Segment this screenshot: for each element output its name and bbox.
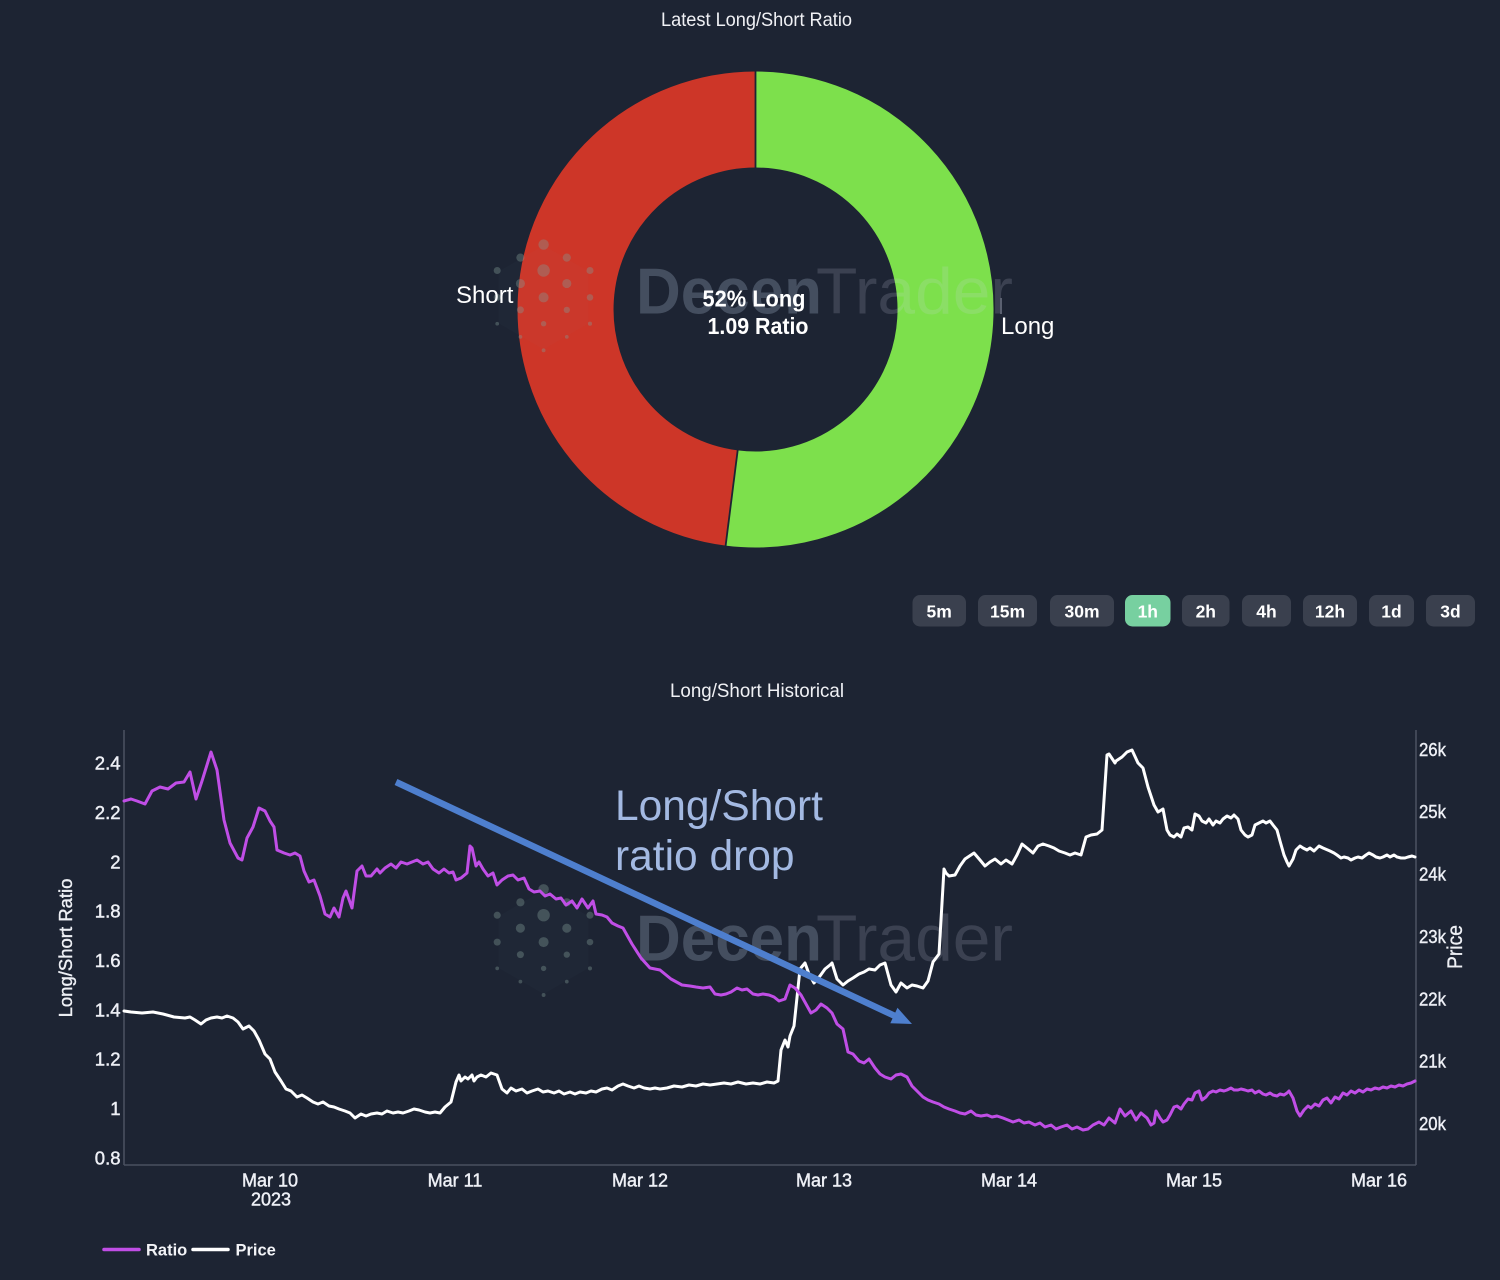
svg-text:26k: 26k — [1419, 740, 1447, 760]
svg-text:1: 1 — [110, 1098, 120, 1119]
svg-text:Short: Short — [456, 282, 514, 309]
svg-text:22k: 22k — [1419, 989, 1447, 1009]
svg-text:Mar 12: Mar 12 — [612, 1171, 668, 1191]
svg-text:20k: 20k — [1419, 1114, 1447, 1134]
svg-text:Price: Price — [236, 1242, 276, 1260]
svg-text:23k: 23k — [1419, 927, 1447, 947]
svg-text:Mar 14: Mar 14 — [981, 1171, 1037, 1191]
svg-text:Mar 11: Mar 11 — [428, 1171, 483, 1191]
svg-text:Ratio: Ratio — [146, 1242, 187, 1260]
svg-text:Trader: Trader — [816, 255, 1013, 328]
svg-text:15m: 15m — [990, 602, 1025, 622]
svg-text:5m: 5m — [927, 602, 952, 622]
svg-text:52% Long: 52% Long — [703, 286, 806, 312]
svg-text:2.2: 2.2 — [95, 802, 121, 823]
svg-text:0.8: 0.8 — [95, 1147, 121, 1168]
svg-text:21k: 21k — [1419, 1052, 1447, 1072]
svg-text:Long: Long — [1001, 313, 1054, 340]
svg-text:1h: 1h — [1138, 602, 1158, 622]
svg-text:Long/Short: Long/Short — [615, 783, 823, 830]
svg-text:1d: 1d — [1381, 602, 1401, 622]
svg-text:2h: 2h — [1196, 602, 1216, 622]
svg-text:Trader: Trader — [816, 902, 1013, 975]
svg-text:4h: 4h — [1256, 602, 1276, 622]
svg-text:12h: 12h — [1315, 602, 1345, 622]
svg-text:Price: Price — [1444, 925, 1467, 969]
svg-text:1.4: 1.4 — [95, 999, 121, 1020]
svg-text:Mar 13: Mar 13 — [796, 1171, 852, 1191]
svg-text:2.4: 2.4 — [95, 753, 121, 774]
svg-text:1.2: 1.2 — [95, 1049, 121, 1070]
svg-text:Mar 16: Mar 16 — [1351, 1171, 1407, 1191]
svg-text:24k: 24k — [1419, 865, 1447, 885]
svg-text:Long/Short Ratio: Long/Short Ratio — [55, 879, 76, 1018]
svg-text:2: 2 — [110, 851, 120, 872]
svg-text:25k: 25k — [1419, 802, 1447, 822]
svg-text:Mar 15: Mar 15 — [1166, 1171, 1222, 1191]
svg-text:1.8: 1.8 — [95, 901, 121, 922]
svg-text:3d: 3d — [1440, 602, 1460, 622]
svg-text:Long/Short Historical: Long/Short Historical — [670, 680, 844, 702]
svg-text:1.09 Ratio: 1.09 Ratio — [708, 313, 809, 339]
svg-text:Decen: Decen — [636, 255, 822, 328]
svg-text:ratio drop: ratio drop — [615, 833, 795, 880]
svg-text:Mar 10: Mar 10 — [242, 1171, 298, 1191]
svg-text:Latest Long/Short Ratio: Latest Long/Short Ratio — [661, 9, 852, 31]
svg-text:2023: 2023 — [251, 1190, 291, 1210]
svg-text:30m: 30m — [1064, 602, 1099, 622]
svg-text:1.6: 1.6 — [95, 950, 121, 971]
